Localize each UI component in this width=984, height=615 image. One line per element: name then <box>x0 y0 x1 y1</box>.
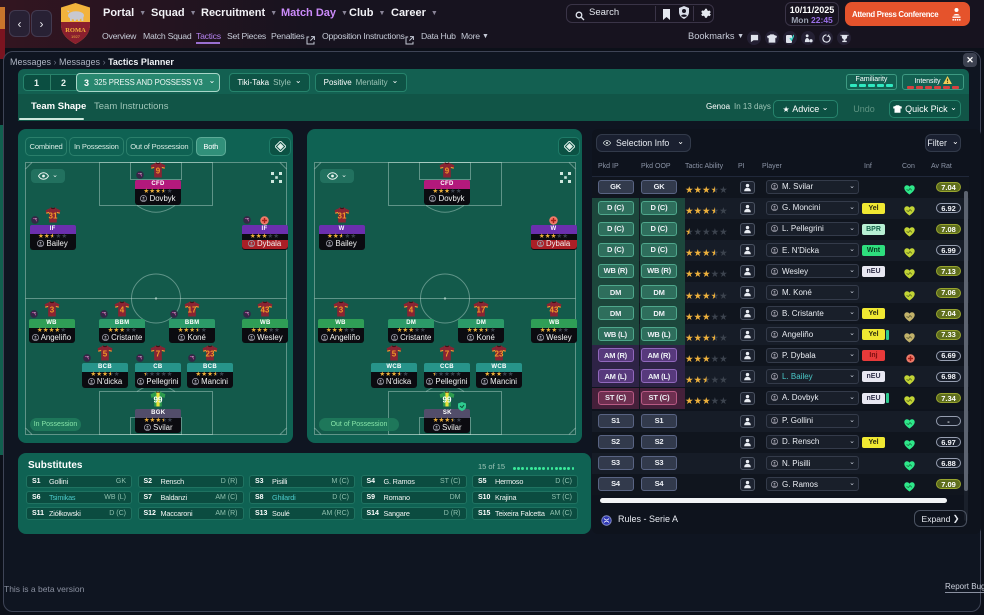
svg-text:9: 9 <box>445 167 450 176</box>
svg-text:23: 23 <box>206 350 215 359</box>
svg-text:23: 23 <box>495 350 504 359</box>
svg-text:43: 43 <box>550 305 559 314</box>
svg-text:3: 3 <box>49 305 54 314</box>
svg-text:ROMA: ROMA <box>65 27 86 34</box>
svg-text:7: 7 <box>156 350 161 359</box>
svg-text:1927: 1927 <box>71 34 81 39</box>
svg-text:99: 99 <box>443 395 452 404</box>
svg-text:17: 17 <box>188 305 197 314</box>
svg-text:4: 4 <box>120 305 125 314</box>
svg-text:17: 17 <box>477 305 486 314</box>
svg-text:99: 99 <box>154 395 163 404</box>
svg-text:31: 31 <box>48 212 57 221</box>
svg-text:5: 5 <box>103 350 108 359</box>
svg-text:43: 43 <box>261 305 270 314</box>
svg-text:7: 7 <box>445 350 450 359</box>
svg-text:31: 31 <box>337 212 346 221</box>
svg-text:9: 9 <box>156 167 161 176</box>
svg-text:3: 3 <box>338 305 343 314</box>
svg-text:5: 5 <box>392 350 397 359</box>
svg-text:4: 4 <box>409 305 414 314</box>
